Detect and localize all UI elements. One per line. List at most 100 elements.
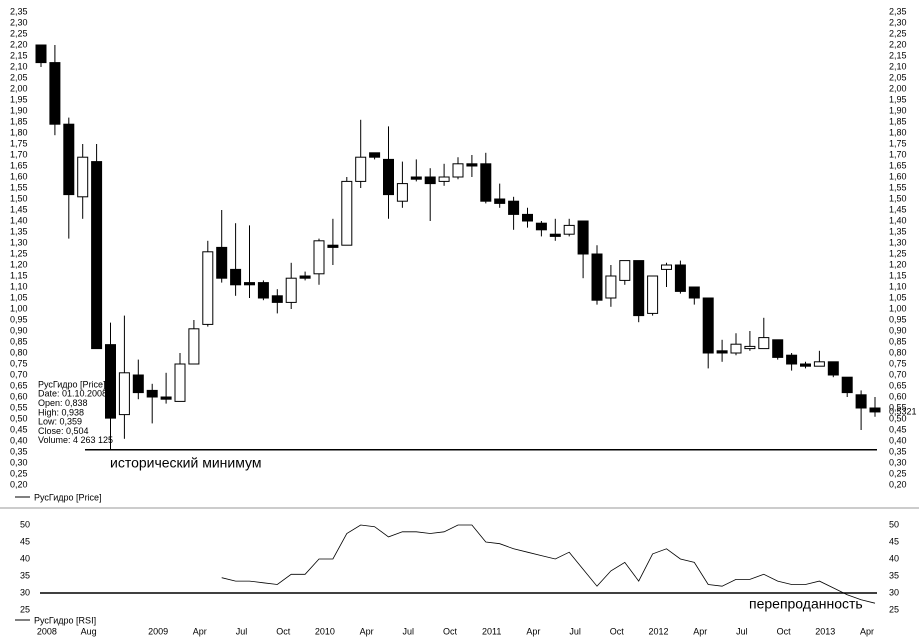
y-tick-label: 0,90 — [10, 325, 28, 335]
candle-body — [35, 44, 47, 64]
y-tick-label-right: 0,95 — [889, 314, 907, 324]
x-tick-label: Apr — [860, 626, 874, 636]
y-tick-label-right: 30 — [889, 587, 899, 597]
y-tick-label: 50 — [20, 519, 30, 529]
y-tick-label: 1,55 — [10, 182, 28, 192]
y-tick-label-right: 2,25 — [889, 28, 907, 38]
y-tick-label-right: 1,90 — [889, 105, 907, 115]
y-tick-label: 2,25 — [10, 28, 28, 38]
x-tick-label: Oct — [443, 626, 458, 636]
y-tick-label: 0,45 — [10, 424, 28, 434]
y-tick-label-right: 1,05 — [889, 292, 907, 302]
y-tick-label: 1,60 — [10, 171, 28, 181]
candle-body — [313, 240, 325, 275]
y-tick-label: 1,25 — [10, 248, 28, 258]
y-tick-label-right: 1,85 — [889, 116, 907, 126]
y-tick-label-right: 1,00 — [889, 303, 907, 313]
candle-body — [758, 337, 770, 350]
y-tick-label-right: 0,70 — [889, 369, 907, 379]
y-tick-label: 0,70 — [10, 369, 28, 379]
y-tick-label-right: 0,65 — [889, 380, 907, 390]
candle-body — [438, 176, 450, 182]
y-tick-label-right: 1,25 — [889, 248, 907, 258]
candle-body — [105, 344, 116, 419]
x-tick-label: Jul — [736, 626, 748, 636]
y-tick-label-right: 0,50 — [889, 413, 907, 423]
tooltip-line: High: 0,938 — [38, 407, 84, 417]
candle-body — [271, 295, 283, 303]
y-tick-label-right: 0,60 — [889, 391, 907, 401]
x-tick-label: 2009 — [148, 626, 168, 636]
y-tick-label: 35 — [20, 570, 30, 580]
y-tick-label-right: 0,75 — [889, 358, 907, 368]
y-tick-label-right: 1,60 — [889, 171, 907, 181]
x-tick-label: Apr — [693, 626, 707, 636]
candle-body — [49, 62, 61, 125]
y-tick-label: 1,30 — [10, 237, 28, 247]
y-tick-label: 2,05 — [10, 72, 28, 82]
y-tick-label: 2,20 — [10, 39, 28, 49]
y-tick-label-right: 0,40 — [889, 435, 907, 445]
y-tick-label-right: 0,80 — [889, 347, 907, 357]
candle-body — [605, 275, 617, 299]
candle-body — [216, 246, 228, 279]
y-tick-label-right: 1,50 — [889, 193, 907, 203]
tooltip-line: Open: 0,838 — [38, 398, 88, 408]
x-tick-label: Jul — [236, 626, 248, 636]
y-tick-label-right: 1,95 — [889, 94, 907, 104]
y-tick-label-right: 2,20 — [889, 39, 907, 49]
y-tick-label: 0,95 — [10, 314, 28, 324]
tooltip-line: РусГидро [Price] — [38, 379, 106, 389]
y-tick-label-right: 2,00 — [889, 83, 907, 93]
y-tick-label: 30 — [20, 587, 30, 597]
y-tick-label: 1,70 — [10, 149, 28, 159]
candle-body — [702, 297, 714, 354]
y-tick-label: 1,65 — [10, 160, 28, 170]
y-tick-label: 0,85 — [10, 336, 28, 346]
y-tick-label: 0,35 — [10, 446, 28, 456]
y-tick-label-right: 50 — [889, 519, 899, 529]
y-tick-label-right: 45 — [889, 536, 899, 546]
y-tick-label: 0,55 — [10, 402, 28, 412]
y-tick-label: 0,50 — [10, 413, 28, 423]
candle-body — [716, 350, 728, 354]
x-tick-label: Jul — [403, 626, 415, 636]
y-tick-label: 0,80 — [10, 347, 28, 357]
y-tick-label-right: 0,30 — [889, 457, 907, 467]
candle-body — [188, 328, 200, 365]
candle-body — [202, 251, 214, 325]
y-tick-label: 1,75 — [10, 138, 28, 148]
y-tick-label: 1,20 — [10, 259, 28, 269]
y-tick-label-right: 1,30 — [889, 237, 907, 247]
x-tick-label: Oct — [777, 626, 792, 636]
x-tick-label: 2010 — [315, 626, 335, 636]
y-tick-label-right: 1,35 — [889, 226, 907, 236]
y-tick-label-right: 2,15 — [889, 50, 907, 60]
y-tick-label: 0,40 — [10, 435, 28, 445]
candle-body — [535, 222, 547, 231]
candle-body — [424, 176, 436, 185]
y-tick-label: 0,65 — [10, 380, 28, 390]
tooltip-line: Close: 0,504 — [38, 426, 89, 436]
candle-body — [688, 286, 700, 299]
candle-body — [619, 260, 631, 281]
candle-body — [355, 156, 367, 182]
candle-body — [244, 282, 255, 286]
y-tick-label: 0,75 — [10, 358, 28, 368]
y-tick-label: 0,25 — [10, 468, 28, 478]
y-tick-label-right: 1,20 — [889, 259, 907, 269]
y-tick-label-right: 1,40 — [889, 215, 907, 225]
y-tick-label-right: 1,55 — [889, 182, 907, 192]
y-tick-label-right: 25 — [889, 604, 899, 614]
oversold-label: перепроданность — [749, 596, 863, 612]
y-tick-label-right: 1,75 — [889, 138, 907, 148]
y-tick-label-right: 2,35 — [889, 6, 907, 16]
candle-body — [299, 275, 311, 279]
x-tick-label: Aug — [81, 626, 97, 636]
candle-body — [452, 163, 464, 178]
y-tick-label: 2,35 — [10, 6, 28, 16]
candle-body — [480, 163, 492, 202]
candle-body — [285, 277, 297, 303]
candle-body — [174, 363, 186, 402]
candle-body — [869, 407, 881, 413]
